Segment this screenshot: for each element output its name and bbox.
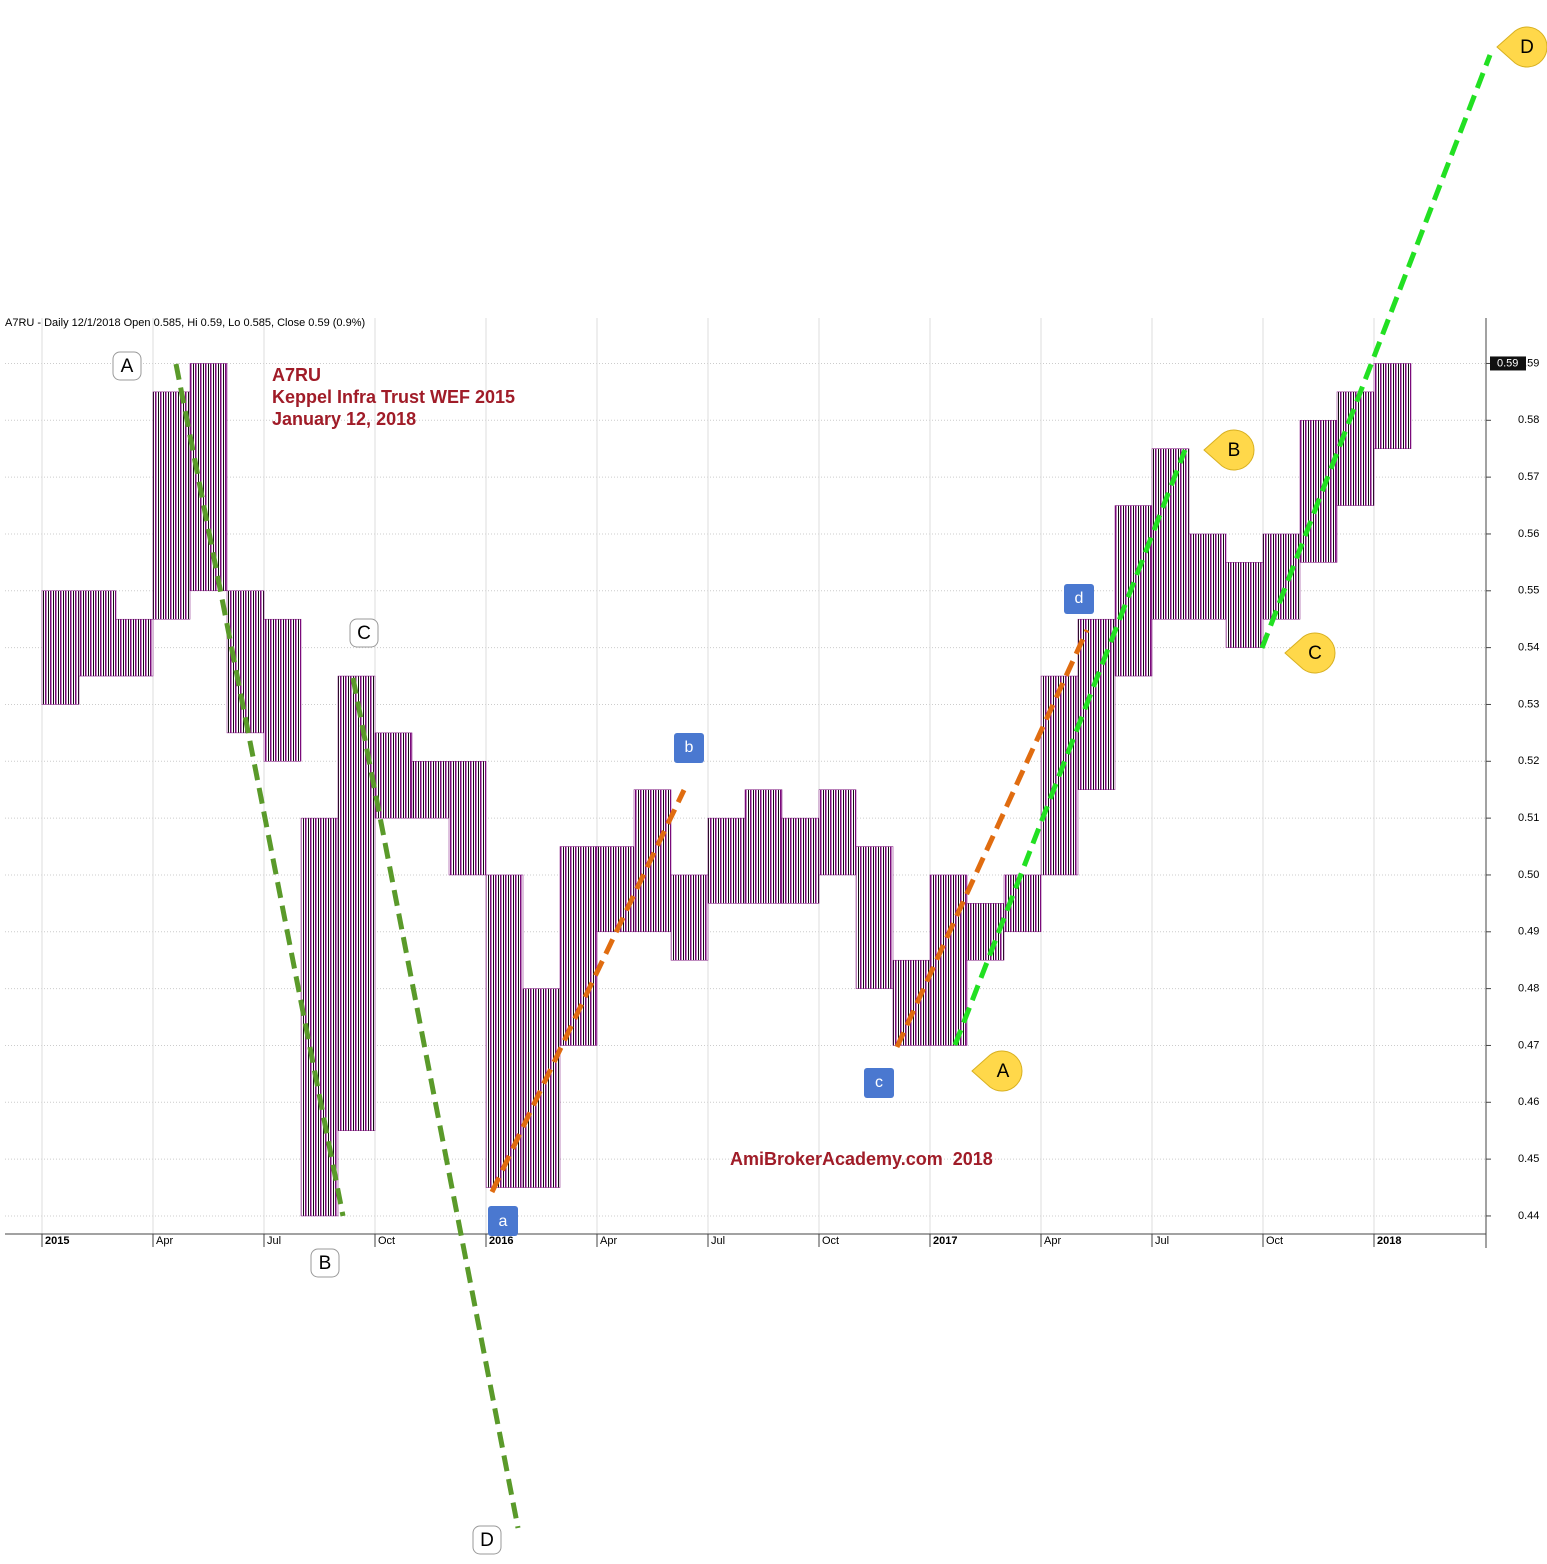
label-box	[488, 1206, 518, 1236]
x-tick-label: Jul	[711, 1235, 725, 1247]
x-tick-label: 2018	[1377, 1235, 1401, 1247]
price-range	[670, 874, 709, 961]
wave-label-group: a b c d	[488, 584, 1094, 1236]
watermark: AmiBrokerAcademy.com 2018	[730, 1149, 993, 1169]
y-tick-label: 0.48	[1518, 983, 1539, 995]
price-range	[596, 846, 635, 933]
date: January 12, 2018	[272, 409, 416, 429]
label-box	[112, 351, 142, 381]
price-range	[115, 618, 154, 677]
price-range	[41, 590, 80, 705]
wave-label: B	[319, 1253, 332, 1274]
y-tick-label: 0.57	[1518, 471, 1539, 483]
y-tick-label: 0.52	[1518, 755, 1539, 767]
price-range	[522, 988, 561, 1188]
wave-label: b	[685, 739, 694, 756]
y-tick-label: 0.47	[1518, 1039, 1539, 1051]
wave-label: D	[1520, 37, 1534, 58]
x-tick-label: Oct	[822, 1235, 839, 1247]
wave-label: c	[875, 1074, 883, 1091]
y-tick-label: 0.50	[1518, 869, 1539, 881]
price-range	[337, 675, 376, 1131]
trend-line	[350, 677, 521, 1529]
price-range	[707, 817, 746, 904]
header: A7RU - Daily 12/1/2018 Open 0.585, Hi 0.…	[5, 317, 365, 329]
price-range	[1373, 363, 1412, 449]
x-tick-label: Oct	[1266, 1235, 1283, 1247]
price-range	[1299, 420, 1338, 563]
trend-line	[489, 788, 687, 1194]
wave-label: A	[121, 356, 134, 377]
price-range	[892, 959, 931, 1046]
price-range	[818, 789, 857, 876]
x-tick-label: 2015	[45, 1235, 69, 1247]
x-tick-label: Apr	[156, 1235, 173, 1247]
label-box	[864, 1068, 894, 1098]
price-range	[1225, 562, 1264, 648]
y-tick-label: 0.49	[1518, 926, 1539, 938]
label-box	[349, 618, 379, 648]
title: A7RU	[272, 365, 321, 385]
price-range	[744, 789, 783, 904]
x-tick-label: 2017	[933, 1235, 957, 1247]
pin	[1203, 429, 1255, 471]
y-tick-label: 0.46	[1518, 1096, 1539, 1108]
pin	[1496, 26, 1547, 68]
price-range	[929, 874, 968, 1046]
price-range	[1336, 391, 1375, 506]
y-tick-label: 0.44	[1518, 1210, 1539, 1222]
wave-label: C	[1308, 643, 1322, 664]
pin	[1284, 632, 1336, 674]
price-range	[448, 761, 487, 876]
wave-label: d	[1075, 590, 1084, 607]
x-tick-label: Jul	[1155, 1235, 1169, 1247]
price-range	[1151, 448, 1190, 620]
y-tick-label: 0.54	[1518, 642, 1539, 654]
label-box	[310, 1248, 340, 1278]
trend-lines	[173, 54, 1493, 1529]
wave-label: a	[499, 1213, 508, 1230]
pin	[971, 1050, 1023, 1092]
label-box	[674, 733, 704, 763]
y-tick-label: 0.58	[1518, 414, 1539, 426]
price-range	[78, 590, 117, 677]
price-range	[189, 363, 228, 592]
y-tick-label: 0.56	[1518, 528, 1539, 540]
trend-line	[952, 449, 1188, 1046]
wave-label: D	[480, 1530, 494, 1551]
x-tick-label: Oct	[378, 1235, 395, 1247]
y-tick-label: 0.55	[1518, 585, 1539, 597]
trend-line	[173, 363, 346, 1217]
wave-label: C	[357, 623, 371, 644]
x-tick-label: 2016	[489, 1235, 513, 1247]
label-box	[472, 1525, 502, 1555]
price-range	[1262, 533, 1301, 620]
price-range	[1188, 533, 1227, 620]
y-tick-label: 0.45	[1518, 1153, 1539, 1165]
last-price-label: 0.59	[1497, 357, 1518, 369]
y-tick-label: 0.51	[1518, 812, 1539, 824]
wave-label: B	[1228, 440, 1241, 461]
x-tick-label: Jul	[267, 1235, 281, 1247]
price-range	[855, 846, 894, 989]
label-box	[1064, 584, 1094, 614]
wave-label: A	[997, 1061, 1010, 1082]
subtitle: Keppel Infra Trust WEF 2015	[272, 387, 515, 407]
trend-line	[1259, 54, 1493, 649]
price-range	[263, 618, 302, 762]
y-tick-label: 0.53	[1518, 698, 1539, 710]
price-range	[411, 761, 450, 819]
price-range	[1114, 505, 1153, 677]
price-range	[781, 817, 820, 904]
trend-line	[894, 628, 1090, 1049]
price-range	[152, 391, 191, 620]
last-price-tag	[1490, 356, 1526, 371]
wave-label-group: A B C D	[112, 351, 502, 1555]
x-tick-label: Apr	[600, 1235, 617, 1247]
wave-label-group	[971, 26, 1547, 1092]
x-tick-label: Apr	[1044, 1235, 1061, 1247]
price-range	[1077, 618, 1116, 790]
price-range	[374, 732, 413, 819]
